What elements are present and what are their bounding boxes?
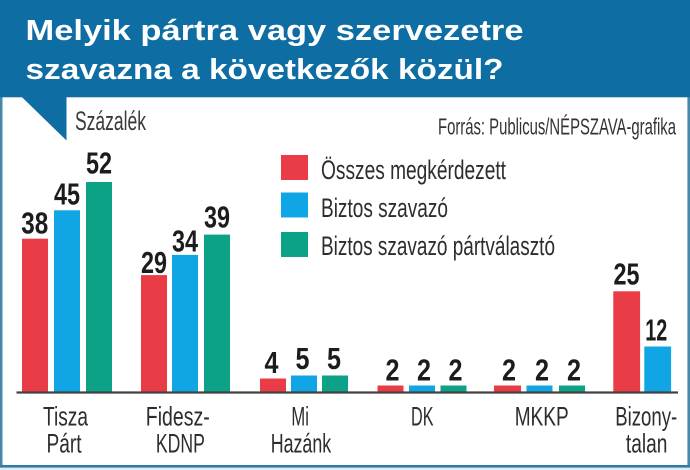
svg-text:25: 25 [614, 257, 640, 292]
svg-text:5: 5 [296, 341, 310, 376]
svg-text:Hazánk: Hazánk [271, 429, 332, 459]
svg-text:Biztos szavazó pártválasztó: Biztos szavazó pártválasztó [321, 231, 555, 261]
svg-text:2: 2 [535, 353, 549, 388]
svg-text:Mi: Mi [291, 402, 309, 432]
svg-text:2: 2 [567, 353, 581, 388]
svg-text:szavazna a következők közül?: szavazna a következők közül? [26, 54, 504, 86]
svg-text:2: 2 [417, 353, 431, 388]
svg-text:38: 38 [21, 206, 48, 241]
svg-text:Bizony-: Bizony- [615, 402, 677, 432]
svg-text:Tisza: Tisza [43, 402, 88, 432]
svg-text:talan: talan [626, 429, 668, 459]
svg-text:Párt: Párt [47, 429, 82, 459]
svg-text:4: 4 [265, 345, 280, 380]
svg-text:52: 52 [86, 146, 112, 181]
svg-text:Összes megkérdezett: Összes megkérdezett [321, 155, 506, 185]
svg-text:2: 2 [386, 353, 400, 388]
svg-text:29: 29 [141, 245, 167, 280]
svg-text:Biztos szavazó: Biztos szavazó [321, 193, 448, 223]
svg-text:KDNP: KDNP [156, 429, 205, 459]
svg-text:39: 39 [204, 200, 230, 235]
svg-text:2: 2 [502, 353, 516, 388]
svg-text:Forrás: Publicus/NÉPSZAVA-graf: Forrás: Publicus/NÉPSZAVA-grafika [438, 114, 676, 140]
svg-text:MKKP: MKKP [515, 402, 569, 432]
svg-text:5: 5 [327, 341, 341, 376]
svg-text:Fidesz-: Fidesz- [146, 402, 210, 432]
svg-text:34: 34 [172, 224, 199, 259]
svg-text:45: 45 [54, 177, 80, 212]
svg-text:DK: DK [411, 402, 434, 432]
svg-text:Százalék: Százalék [75, 106, 146, 136]
svg-text:Melyik pártra vagy szervezetre: Melyik pártra vagy szervezetre [26, 15, 524, 47]
svg-text:2: 2 [449, 353, 463, 388]
svg-text:12: 12 [645, 313, 667, 348]
